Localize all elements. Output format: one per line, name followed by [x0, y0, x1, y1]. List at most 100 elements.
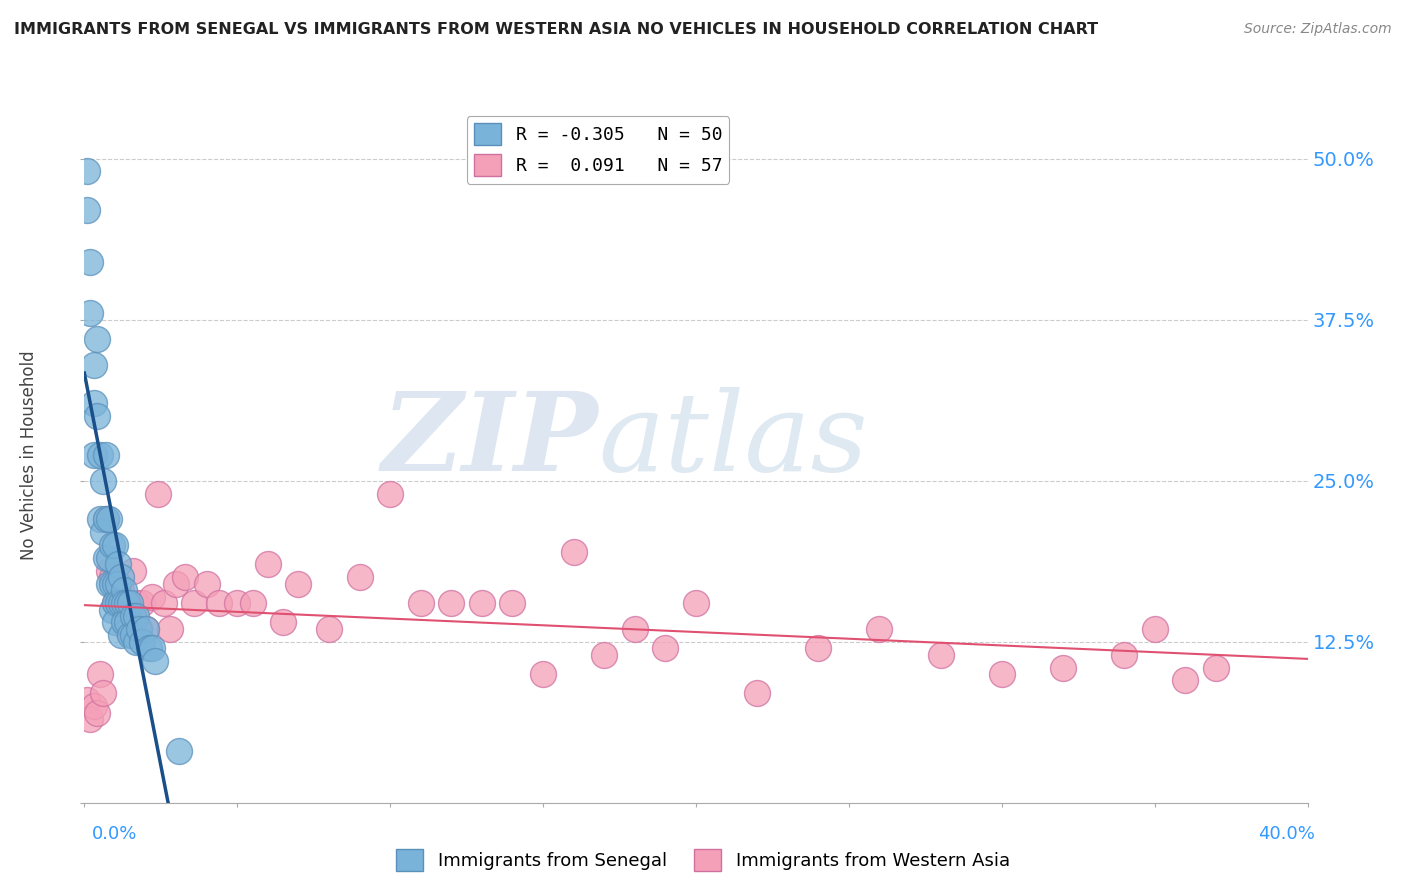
Point [89, 448, 111, 462]
Point [502, 596, 524, 610]
Point [94, 512, 117, 526]
Point [624, 622, 647, 636]
Point [1205, 660, 1227, 674]
Point [107, 576, 129, 591]
Point [991, 667, 1014, 681]
Point [471, 596, 494, 610]
Legend: R = -0.305   N = 50, R =  0.091   N = 57: R = -0.305 N = 50, R = 0.091 N = 57 [467, 116, 730, 184]
Point [91, 474, 114, 488]
Point [115, 622, 138, 636]
Point [76, 164, 98, 178]
Point [91, 525, 114, 540]
Point [1114, 648, 1136, 662]
Point [128, 622, 150, 636]
Legend: Immigrants from Senegal, Immigrants from Western Asia: Immigrants from Senegal, Immigrants from… [389, 842, 1017, 879]
Point [79, 306, 101, 320]
Point [159, 622, 181, 636]
Point [562, 544, 585, 558]
Point [101, 538, 124, 552]
Point [135, 622, 157, 636]
Text: IMMIGRANTS FROM SENEGAL VS IMMIGRANTS FROM WESTERN ASIA NO VEHICLES IN HOUSEHOLD: IMMIGRANTS FROM SENEGAL VS IMMIGRANTS FR… [14, 22, 1098, 37]
Point [104, 615, 127, 630]
Point [125, 634, 148, 648]
Point [83, 699, 105, 714]
Point [86, 409, 108, 424]
Point [125, 596, 148, 610]
Point [76, 203, 98, 218]
Point [869, 622, 891, 636]
Point [120, 596, 142, 610]
Text: Source: ZipAtlas.com: Source: ZipAtlas.com [1244, 22, 1392, 37]
Point [83, 396, 105, 410]
Point [167, 744, 190, 758]
Point [1143, 622, 1166, 636]
Point [120, 596, 142, 610]
Point [409, 596, 432, 610]
Point [1174, 673, 1197, 688]
Point [112, 615, 135, 630]
Point [287, 576, 309, 591]
Point [440, 596, 463, 610]
Point [112, 596, 135, 610]
Point [131, 634, 153, 648]
Point [153, 596, 176, 610]
Point [94, 551, 117, 566]
Point [654, 641, 676, 656]
Point [107, 590, 129, 604]
Point [110, 628, 132, 642]
Point [89, 667, 111, 681]
Point [174, 570, 197, 584]
Point [531, 667, 554, 681]
Point [112, 596, 135, 610]
Text: 0.0%: 0.0% [91, 825, 136, 843]
Point [112, 583, 135, 598]
Point [122, 564, 145, 578]
Point [115, 596, 138, 610]
Text: ZIP: ZIP [381, 387, 598, 495]
Point [97, 564, 120, 578]
Point [97, 576, 120, 591]
Point [1052, 660, 1074, 674]
Point [257, 558, 280, 572]
Point [242, 596, 264, 610]
Point [94, 512, 117, 526]
Point [83, 448, 105, 462]
Point [97, 512, 120, 526]
Point [131, 596, 153, 610]
Point [107, 558, 129, 572]
Point [122, 609, 145, 624]
Point [107, 596, 129, 610]
Point [146, 486, 169, 500]
Point [271, 615, 294, 630]
Point [138, 641, 160, 656]
Point [104, 596, 127, 610]
Point [104, 538, 127, 552]
Point [165, 576, 187, 591]
Point [86, 332, 108, 346]
Point [94, 448, 117, 462]
Point [141, 590, 163, 604]
Point [128, 622, 150, 636]
Point [195, 576, 218, 591]
Point [101, 602, 124, 616]
Point [183, 596, 205, 610]
Point [91, 686, 114, 700]
Point [226, 596, 249, 610]
Point [79, 254, 101, 268]
Point [125, 609, 148, 624]
Point [141, 641, 163, 656]
Point [110, 583, 132, 598]
Point [143, 654, 166, 668]
Point [593, 648, 616, 662]
Point [110, 596, 132, 610]
Point [685, 596, 707, 610]
Point [101, 570, 124, 584]
Point [380, 486, 402, 500]
Point [101, 576, 124, 591]
Point [208, 596, 231, 610]
Point [807, 641, 830, 656]
Point [929, 648, 952, 662]
Point [104, 576, 127, 591]
Point [318, 622, 340, 636]
Point [747, 686, 769, 700]
